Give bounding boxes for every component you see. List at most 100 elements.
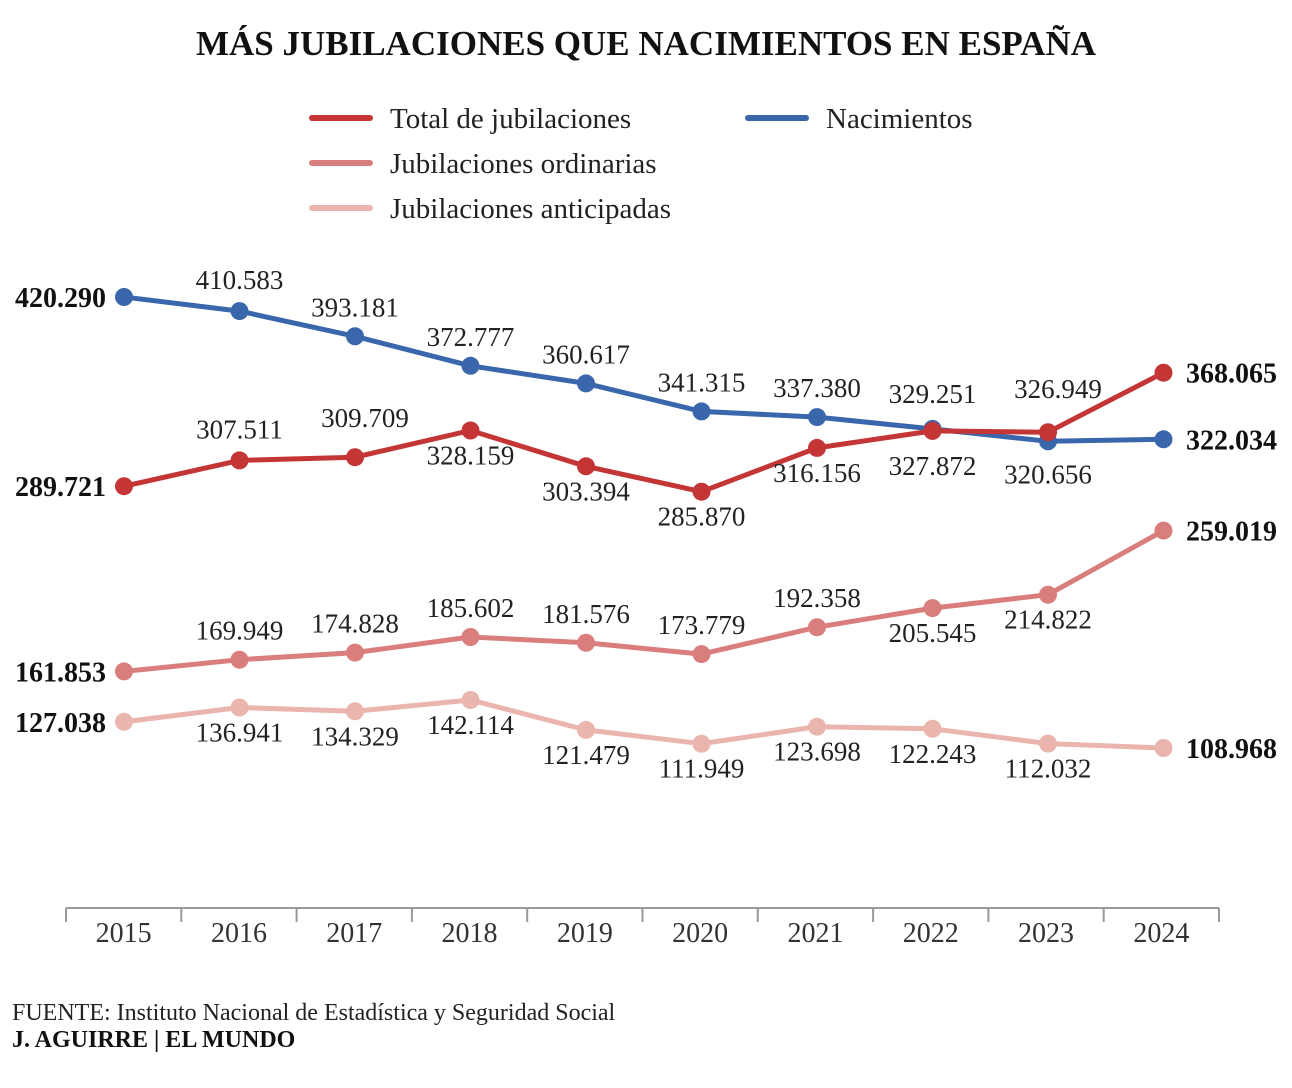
x-tick-label-2018: 2018 <box>442 918 498 949</box>
data-label-3-2020: 111.949 <box>659 754 745 784</box>
data-label-3-2016: 136.941 <box>196 718 284 748</box>
data-label-0-2015: 289.721 <box>15 472 106 503</box>
data-point-2-2024 <box>1154 521 1173 540</box>
data-point-0-2017 <box>346 448 364 467</box>
data-point-1-2017 <box>346 327 364 346</box>
x-tick-label-2019: 2019 <box>557 918 613 949</box>
data-point-1-2021 <box>808 408 826 427</box>
data-label-1-2021: 337.380 <box>773 373 861 403</box>
data-point-2-2021 <box>808 618 826 637</box>
label-layer: 289.721 307.511 309.709 328.159 303.394 285.8… <box>15 265 1277 784</box>
data-label-2-2019: 181.576 <box>542 599 630 629</box>
x-tick-label-2021: 2021 <box>787 918 843 949</box>
data-label-1-2023: 320.656 <box>1004 459 1092 489</box>
x-tick-label-2022: 2022 <box>903 918 959 949</box>
data-label-1-2024: 322.034 <box>1186 425 1277 456</box>
data-point-0-2015 <box>115 477 133 496</box>
series-line-2 <box>121 528 1166 674</box>
data-point-2-2019 <box>577 633 595 652</box>
data-label-0-2017: 309.709 <box>321 403 409 433</box>
data-label-2-2021: 192.358 <box>773 583 861 613</box>
x-tick-label-2017: 2017 <box>326 918 382 949</box>
data-label-0-2020: 285.870 <box>658 502 746 532</box>
data-point-0-2022 <box>923 421 942 440</box>
data-label-0-2021: 316.156 <box>773 458 861 488</box>
data-point-2-2020 <box>692 645 711 664</box>
x-tick-label-2024: 2024 <box>1133 918 1189 949</box>
data-point-3-2024 <box>1154 739 1173 757</box>
data-point-3-2022 <box>923 719 942 738</box>
data-label-0-2022: 327.872 <box>889 451 977 481</box>
data-point-2-2015 <box>115 662 133 681</box>
data-point-1-2015 <box>115 288 133 306</box>
data-label-0-2024: 368.065 <box>1186 359 1277 390</box>
data-point-0-2018 <box>461 421 480 440</box>
data-point-0-2024 <box>1154 363 1173 382</box>
data-point-1-2020 <box>692 402 711 421</box>
data-point-3-2018 <box>461 691 480 709</box>
data-point-0-2016 <box>230 451 249 470</box>
data-label-2-2023: 214.822 <box>1004 605 1092 635</box>
data-label-0-2019: 303.394 <box>542 476 630 506</box>
data-label-2-2024: 259.019 <box>1186 517 1277 548</box>
data-point-1-2024 <box>1154 430 1173 449</box>
data-label-2-2020: 173.779 <box>658 610 746 640</box>
data-point-3-2017 <box>346 702 364 721</box>
data-label-1-2017: 393.181 <box>311 292 399 322</box>
data-label-1-2018: 372.777 <box>427 322 515 352</box>
credit: J. AGUIRRE | EL MUNDO <box>12 1027 295 1053</box>
data-label-3-2018: 142.114 <box>427 710 514 740</box>
series-line-0 <box>121 370 1166 495</box>
data-label-0-2018: 328.159 <box>427 441 515 471</box>
data-point-1-2016 <box>230 302 249 321</box>
data-label-3-2015: 127.038 <box>15 708 106 739</box>
data-point-2-2023 <box>1039 585 1057 604</box>
legend: Total de jubilaciones Nacimientos Jubilaci… <box>309 103 973 225</box>
data-label-0-2023: 326.949 <box>1014 374 1102 404</box>
data-point-3-2021 <box>808 717 826 736</box>
data-label-3-2024: 108.968 <box>1186 734 1277 765</box>
data-point-3-2020 <box>692 734 711 753</box>
x-tick-label-2023: 2023 <box>1018 918 1074 949</box>
series-layer <box>115 288 1173 757</box>
data-point-0-2023 <box>1039 423 1057 442</box>
data-label-1-2020: 341.315 <box>658 367 746 397</box>
data-label-2-2018: 185.602 <box>427 593 515 623</box>
legend-label-1: Nacimientos <box>826 103 973 135</box>
data-point-2-2017 <box>346 643 364 662</box>
data-label-2-2016: 169.949 <box>196 616 284 646</box>
series-line-1 <box>121 294 1166 444</box>
data-point-1-2018 <box>461 356 480 375</box>
data-label-1-2019: 360.617 <box>542 339 630 369</box>
legend-label-2: Jubilaciones ordinarias <box>390 148 657 180</box>
data-label-0-2016: 307.511 <box>196 414 283 444</box>
x-axis: 2015 2016 2017 2018 2019 2020 2021 2022 2023 2024 <box>65 907 1220 949</box>
x-tick-label-2016: 2016 <box>211 918 267 949</box>
series-line-3 <box>121 697 1166 751</box>
x-tick-label-2015: 2015 <box>96 918 152 949</box>
data-point-1-2019 <box>577 374 595 393</box>
data-label-2-2017: 174.828 <box>311 609 399 639</box>
source-note: FUENTE: Instituto Nacional de Estadístic… <box>12 1000 616 1026</box>
data-point-3-2016 <box>230 698 249 717</box>
data-label-1-2015: 420.290 <box>15 283 106 314</box>
data-label-3-2022: 122.243 <box>889 739 977 769</box>
data-label-3-2019: 121.479 <box>542 740 630 770</box>
data-point-3-2015 <box>115 712 133 731</box>
data-label-1-2022: 329.251 <box>889 379 977 409</box>
data-point-2-2018 <box>461 628 480 646</box>
data-label-3-2023: 112.032 <box>1005 754 1092 784</box>
legend-label-3: Jubilaciones anticipadas <box>390 193 671 225</box>
data-point-2-2016 <box>230 650 249 669</box>
data-point-0-2021 <box>808 438 826 457</box>
data-label-3-2021: 123.698 <box>773 737 861 767</box>
legend-label-0: Total de jubilaciones <box>390 103 631 135</box>
chart-title: MÁS JUBILACIONES QUE NACIMIENTOS EN ESPA… <box>196 24 1097 63</box>
data-label-1-2016: 410.583 <box>196 265 284 295</box>
data-point-0-2020 <box>692 482 711 501</box>
data-label-2-2015: 161.853 <box>15 657 106 688</box>
data-point-3-2023 <box>1039 734 1057 753</box>
data-point-2-2022 <box>923 599 942 618</box>
x-tick-label-2020: 2020 <box>672 918 728 949</box>
